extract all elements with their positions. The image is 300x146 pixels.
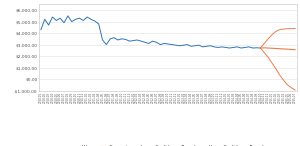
Forecast (286, 48, 289, 50)
Upper Confidence Bound (259, 47, 262, 49)
Forecast (282, 48, 285, 50)
Line: Lower Confidence Bound: Lower Confidence Bound (260, 48, 295, 90)
Forecast (266, 47, 270, 49)
Values (66, 15, 70, 17)
Values (232, 47, 235, 48)
Forecast (274, 48, 278, 49)
Values (228, 47, 231, 49)
Lower Confidence Bound (286, 84, 289, 86)
Lower Confidence Bound (290, 87, 293, 88)
Values (93, 20, 97, 22)
Values (251, 47, 254, 49)
Lower Confidence Bound (262, 52, 266, 53)
Line: Upper Confidence Bound: Upper Confidence Bound (260, 28, 295, 48)
Values (259, 47, 262, 49)
Upper Confidence Bound (282, 28, 285, 30)
Legend: Values, Forecast, Lower Confidence Bound, Upper Confidence Bound: Values, Forecast, Lower Confidence Bound… (70, 143, 266, 146)
Values (97, 23, 101, 25)
Upper Confidence Bound (290, 28, 293, 29)
Line: Values: Values (41, 16, 260, 48)
Forecast (262, 47, 266, 49)
Lower Confidence Bound (278, 74, 281, 76)
Upper Confidence Bound (270, 34, 274, 36)
Lower Confidence Bound (274, 68, 278, 70)
Forecast (259, 47, 262, 49)
Upper Confidence Bound (278, 29, 281, 31)
Line: Forecast: Forecast (260, 48, 295, 50)
Upper Confidence Bound (286, 28, 289, 30)
Forecast (293, 49, 297, 51)
Lower Confidence Bound (293, 89, 297, 91)
Lower Confidence Bound (259, 47, 262, 49)
Values (39, 29, 43, 31)
Values (205, 45, 208, 47)
Upper Confidence Bound (274, 31, 278, 32)
Lower Confidence Bound (266, 56, 270, 58)
Forecast (270, 47, 274, 49)
Upper Confidence Bound (266, 38, 270, 40)
Values (189, 45, 193, 47)
Upper Confidence Bound (293, 28, 297, 29)
Forecast (278, 48, 281, 50)
Upper Confidence Bound (262, 42, 266, 44)
Lower Confidence Bound (282, 79, 285, 81)
Forecast (290, 48, 293, 50)
Lower Confidence Bound (270, 62, 274, 64)
